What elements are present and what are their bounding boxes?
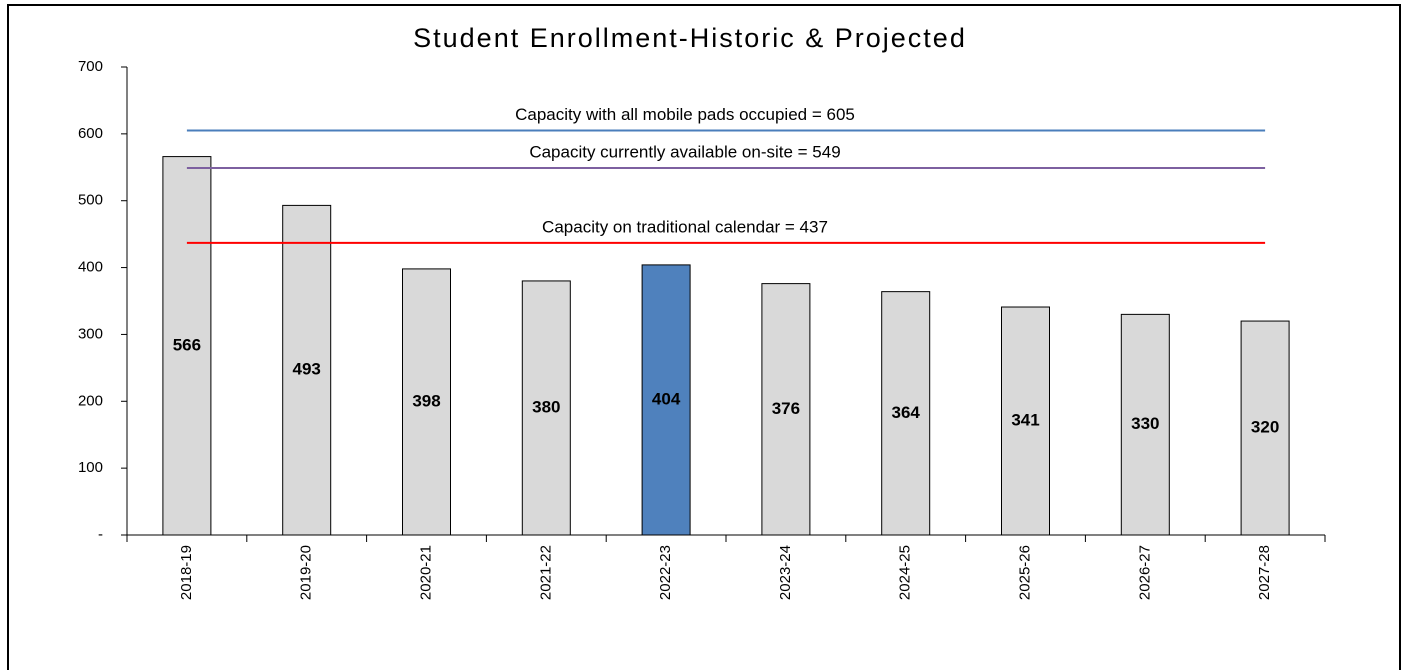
bar: [1120, 313, 1170, 536]
y-tick-label: 100: [78, 459, 103, 476]
reference-label: Capacity with all mobile pads occupied =…: [515, 105, 855, 124]
y-tick-label: 300: [78, 325, 103, 342]
data-label: 364: [892, 403, 921, 422]
bar: [162, 156, 212, 536]
data-label: 566: [173, 335, 201, 354]
data-label: 341: [1011, 410, 1039, 429]
y-tick-label: 500: [78, 192, 103, 209]
reference-label: Capacity on traditional calendar = 437: [542, 217, 828, 236]
x-tick-label: 2026-27: [1136, 545, 1153, 600]
bar: [761, 283, 811, 536]
x-tick-label: 2021-22: [537, 545, 554, 600]
data-label: 404: [652, 389, 681, 408]
y-tick-label: 600: [78, 125, 103, 142]
bar: [1001, 306, 1050, 536]
chart-title: Student Enrollment-Historic & Projected: [413, 23, 967, 53]
data-label: 398: [412, 391, 440, 410]
y-tick-label: -: [98, 526, 103, 543]
bar: [881, 291, 931, 536]
x-tick-label: 2027-28: [1256, 545, 1273, 600]
frame: [7, 4, 1401, 670]
bar: [282, 204, 332, 536]
data-label: 376: [772, 399, 800, 418]
data-label: 380: [532, 397, 560, 416]
y-tick-label: 400: [78, 259, 103, 276]
x-tick-label: 2019-20: [298, 545, 315, 600]
y-tick-label: 200: [78, 392, 103, 409]
bar: [641, 264, 691, 536]
x-tick-label: 2025-26: [1016, 545, 1033, 600]
data-label: 330: [1131, 414, 1159, 433]
reference-label: Capacity currently available on-site = 5…: [529, 142, 840, 161]
x-tick-label: 2020-21: [417, 545, 434, 600]
y-tick-label: 700: [78, 58, 103, 75]
data-label: 320: [1251, 418, 1279, 437]
x-tick-label: 2024-25: [897, 545, 914, 600]
bar: [1240, 320, 1290, 536]
x-tick-label: 2018-19: [178, 545, 195, 600]
bar: [402, 268, 451, 536]
x-tick-label: 2023-24: [777, 545, 794, 600]
x-tick-label: 2022-23: [657, 545, 674, 600]
bar: [521, 280, 571, 536]
data-label: 493: [293, 360, 321, 379]
